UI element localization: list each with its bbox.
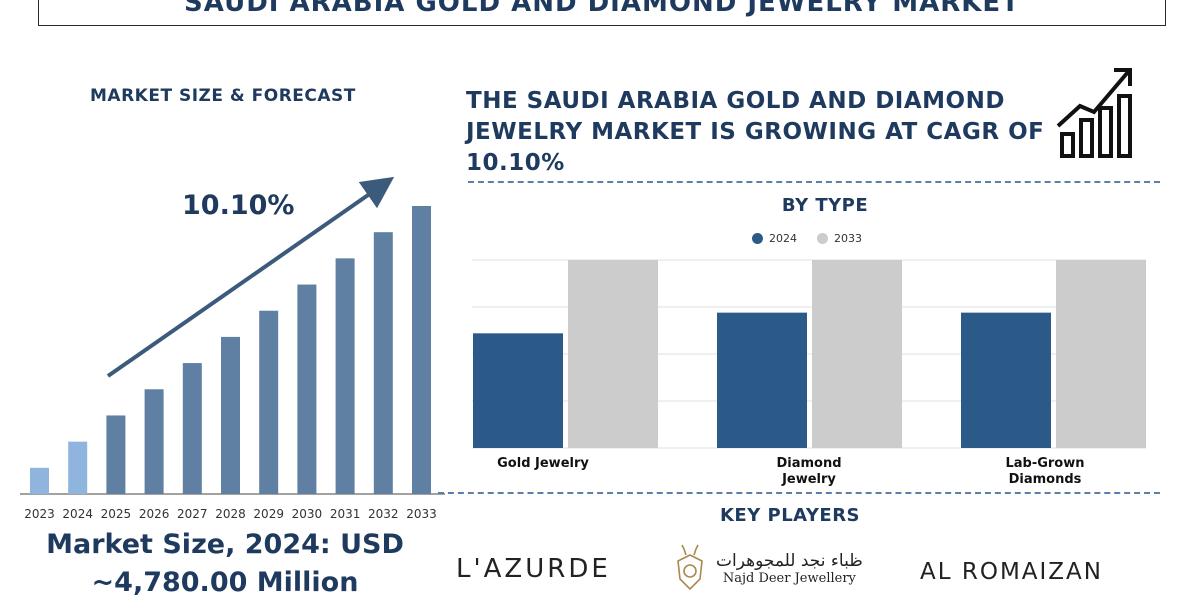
growth-trend-arrow	[106, 176, 395, 378]
legend-swatch-2033	[817, 233, 828, 244]
forecast-bar-2030	[297, 284, 317, 494]
page-title: Saudi Arabia Gold and Diamond Jewelry Ma…	[184, 0, 1020, 18]
by-type-bar-2024-1	[717, 312, 807, 448]
category-label-gold: Gold Jewelry	[497, 456, 589, 471]
growth-chart-icon	[1056, 68, 1132, 158]
by-type-bar-2033-2	[1056, 260, 1146, 448]
najd-english-name: Najd Deer Jewellery	[722, 570, 856, 586]
forecast-bar-2023	[30, 467, 49, 494]
cagr-annotation: 10.10%	[182, 190, 295, 221]
market-forecast-chart: 2023 2024 2025 2026 2027 2028 2029 2030 2031 2032…	[20, 176, 445, 521]
najd-arabic-name: ظباء نجد للمجوهرات	[716, 550, 863, 571]
lazurde-logo: L'AZURDE	[456, 554, 611, 584]
forecast-tick-label: 2025	[101, 507, 132, 521]
forecast-tick-label: 2029	[253, 507, 284, 521]
forecast-tick-label: 2032	[368, 507, 399, 521]
forecast-tick-label: 2031	[330, 507, 361, 521]
forecast-tick-label: 2027	[177, 507, 208, 521]
by-type-legend: 2024 2033	[752, 232, 862, 245]
legend-label-2024: 2024	[769, 232, 797, 245]
legend-item-2033: 2033	[817, 232, 862, 245]
najd-deer-text: ظباء نجد للمجوهرات Najd Deer Jewellery	[716, 551, 863, 586]
legend-swatch-2024	[752, 233, 763, 244]
market-size-heading: MARKET SIZE & FORECAST	[90, 86, 356, 106]
forecast-bar-2024	[68, 441, 88, 494]
forecast-tick-label: 2023	[24, 507, 55, 521]
by-type-heading: BY TYPE	[781, 195, 869, 216]
forecast-bar-2031	[335, 258, 355, 494]
forecast-bar-2028	[221, 336, 240, 494]
najd-deer-logo: ظباء نجد للمجوهرات Najd Deer Jewellery	[672, 543, 863, 593]
najd-deer-emblem-icon	[677, 544, 703, 591]
forecast-bar-2029	[259, 310, 279, 494]
category-label-lab-grown: Lab-Grown Diamonds	[1005, 456, 1085, 487]
forecast-bar-2033	[412, 206, 431, 494]
forecast-tick-label: 2028	[215, 507, 246, 521]
forecast-bar-2032	[373, 232, 393, 494]
by-type-chart	[472, 259, 1146, 449]
legend-item-2024: 2024	[752, 232, 797, 245]
market-size-text: Market Size, 2024: USD ~4,780.00 Million	[0, 526, 450, 602]
forecast-tick-label: 2030	[292, 507, 323, 521]
legend-label-2033: 2033	[834, 232, 862, 245]
al-romaizan-logo: AL ROMAIZAN	[920, 559, 1103, 585]
divider-top	[468, 181, 1160, 183]
forecast-tick-label: 2026	[139, 507, 170, 521]
cagr-headline: The Saudi Arabia Gold and Diamond Jewelr…	[466, 88, 1045, 176]
forecast-bar-2025	[106, 415, 126, 494]
key-players-heading: KEY PLAYERS	[719, 505, 861, 526]
forecast-tick-label: 2024	[62, 507, 93, 521]
category-label-diamond: Diamond Jewelry	[776, 456, 842, 487]
market-size-line-2: ~4,780.00 Million	[91, 567, 359, 598]
forecast-bar-2027	[182, 363, 202, 494]
by-type-bar-2033-0	[568, 260, 658, 448]
by-type-bar-2033-1	[812, 260, 902, 448]
forecast-tick-label: 2033	[406, 507, 437, 521]
title-box: Saudi Arabia Gold and Diamond Jewelry Ma…	[38, 0, 1166, 26]
market-size-line-1: Market Size, 2024: USD	[46, 529, 404, 560]
divider-bottom	[438, 492, 1160, 494]
forecast-bar-2026	[144, 389, 164, 494]
by-type-bar-2024-0	[473, 333, 563, 448]
by-type-bar-2024-2	[961, 312, 1051, 448]
